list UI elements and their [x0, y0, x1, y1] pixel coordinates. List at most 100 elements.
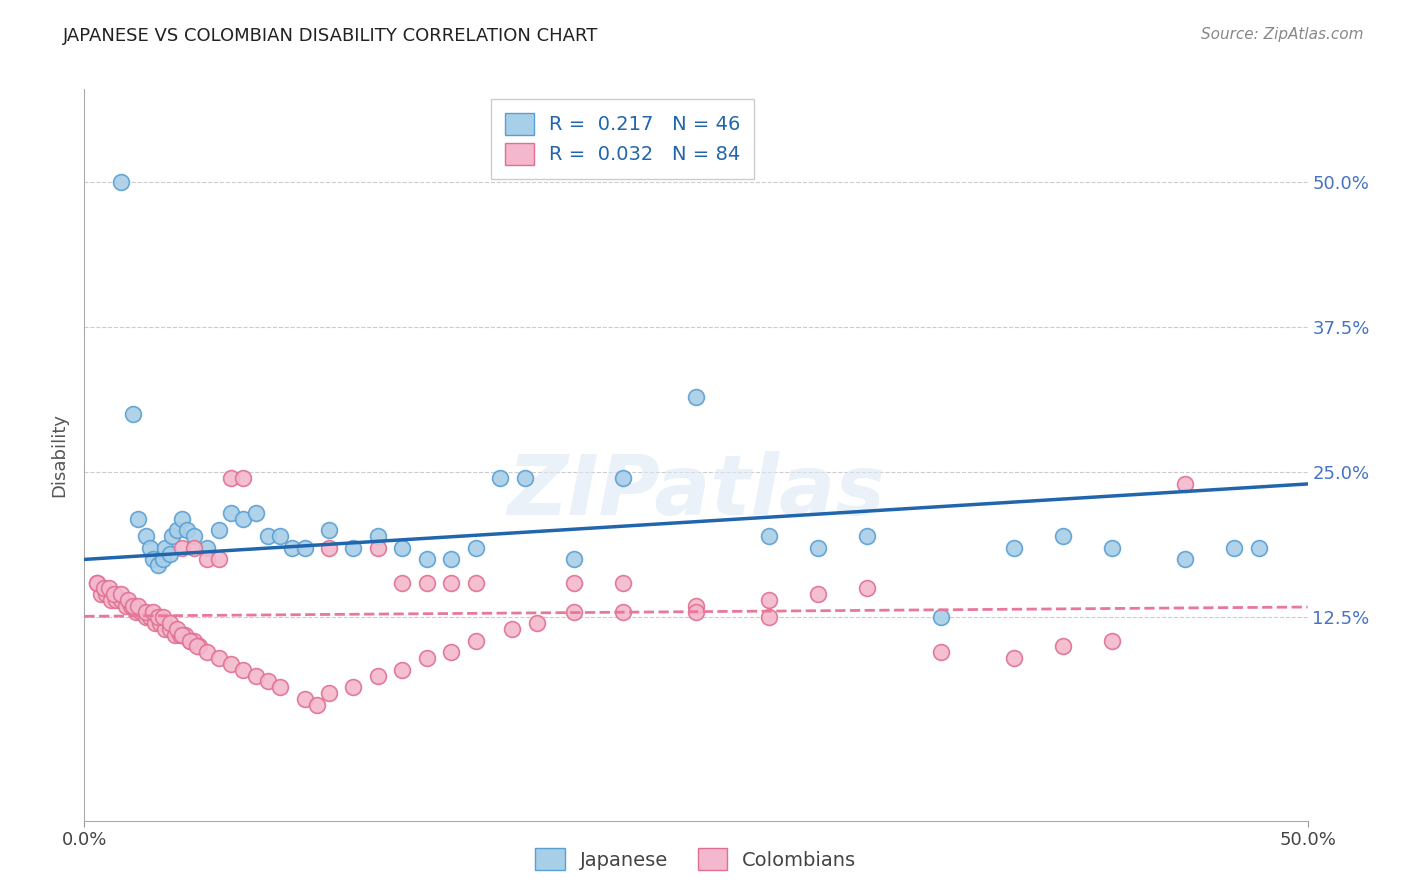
Point	[391, 541, 413, 555]
Point	[1052, 640, 1074, 654]
Point	[153, 541, 176, 555]
Point	[159, 547, 181, 561]
Point	[172, 541, 194, 555]
Point	[367, 541, 389, 555]
Point	[135, 529, 157, 543]
Point	[232, 512, 254, 526]
Point	[1174, 477, 1197, 491]
Point	[135, 610, 157, 624]
Point	[464, 575, 486, 590]
Point	[612, 605, 634, 619]
Point	[685, 390, 707, 404]
Point	[391, 663, 413, 677]
Point	[153, 622, 176, 636]
Point	[807, 587, 830, 601]
Point	[807, 541, 830, 555]
Point	[176, 524, 198, 538]
Point	[188, 640, 211, 654]
Point	[232, 471, 254, 485]
Point	[135, 605, 157, 619]
Point	[440, 552, 463, 566]
Point	[294, 691, 316, 706]
Point	[219, 657, 242, 671]
Point	[142, 552, 165, 566]
Point	[166, 524, 188, 538]
Point	[97, 582, 120, 596]
Point	[562, 575, 585, 590]
Point	[856, 582, 879, 596]
Point	[257, 674, 280, 689]
Point	[526, 616, 548, 631]
Point	[489, 471, 512, 485]
Point	[232, 663, 254, 677]
Point	[758, 593, 780, 607]
Point	[129, 605, 152, 619]
Text: ZIPatlas: ZIPatlas	[508, 451, 884, 532]
Point	[208, 651, 231, 665]
Point	[758, 610, 780, 624]
Point	[127, 599, 149, 613]
Point	[1101, 541, 1123, 555]
Point	[208, 552, 231, 566]
Point	[342, 541, 364, 555]
Point	[146, 558, 169, 573]
Point	[685, 605, 707, 619]
Point	[162, 529, 184, 543]
Point	[143, 616, 166, 631]
Point	[127, 512, 149, 526]
Point	[86, 575, 108, 590]
Point	[166, 622, 188, 636]
Point	[929, 610, 952, 624]
Point	[219, 471, 242, 485]
Point	[93, 582, 115, 596]
Point	[105, 593, 128, 607]
Point	[86, 575, 108, 590]
Point	[103, 587, 125, 601]
Point	[152, 610, 174, 624]
Point	[416, 552, 439, 566]
Point	[281, 541, 304, 555]
Point	[1223, 541, 1246, 555]
Point	[318, 541, 340, 555]
Point	[146, 610, 169, 624]
Point	[183, 529, 205, 543]
Point	[120, 599, 142, 613]
Point	[110, 593, 132, 607]
Point	[416, 651, 439, 665]
Point	[391, 575, 413, 590]
Point	[245, 506, 267, 520]
Point	[122, 599, 145, 613]
Point	[195, 541, 218, 555]
Point	[562, 605, 585, 619]
Point	[142, 605, 165, 619]
Point	[1174, 552, 1197, 566]
Point	[183, 633, 205, 648]
Point	[367, 668, 389, 682]
Point	[159, 622, 181, 636]
Point	[318, 686, 340, 700]
Point	[1002, 651, 1025, 665]
Point	[1101, 633, 1123, 648]
Point	[139, 610, 162, 624]
Point	[1002, 541, 1025, 555]
Point	[367, 529, 389, 543]
Point	[612, 471, 634, 485]
Point	[139, 541, 162, 555]
Point	[152, 552, 174, 566]
Point	[416, 575, 439, 590]
Point	[269, 680, 291, 694]
Point	[513, 471, 536, 485]
Text: JAPANESE VS COLOMBIAN DISABILITY CORRELATION CHART: JAPANESE VS COLOMBIAN DISABILITY CORRELA…	[63, 27, 599, 45]
Point	[100, 593, 122, 607]
Point	[929, 645, 952, 659]
Point	[219, 506, 242, 520]
Point	[294, 541, 316, 555]
Point	[318, 524, 340, 538]
Point	[110, 587, 132, 601]
Point	[183, 541, 205, 555]
Point	[173, 628, 195, 642]
Point	[440, 575, 463, 590]
Point	[110, 175, 132, 189]
Point	[562, 552, 585, 566]
Point	[172, 628, 194, 642]
